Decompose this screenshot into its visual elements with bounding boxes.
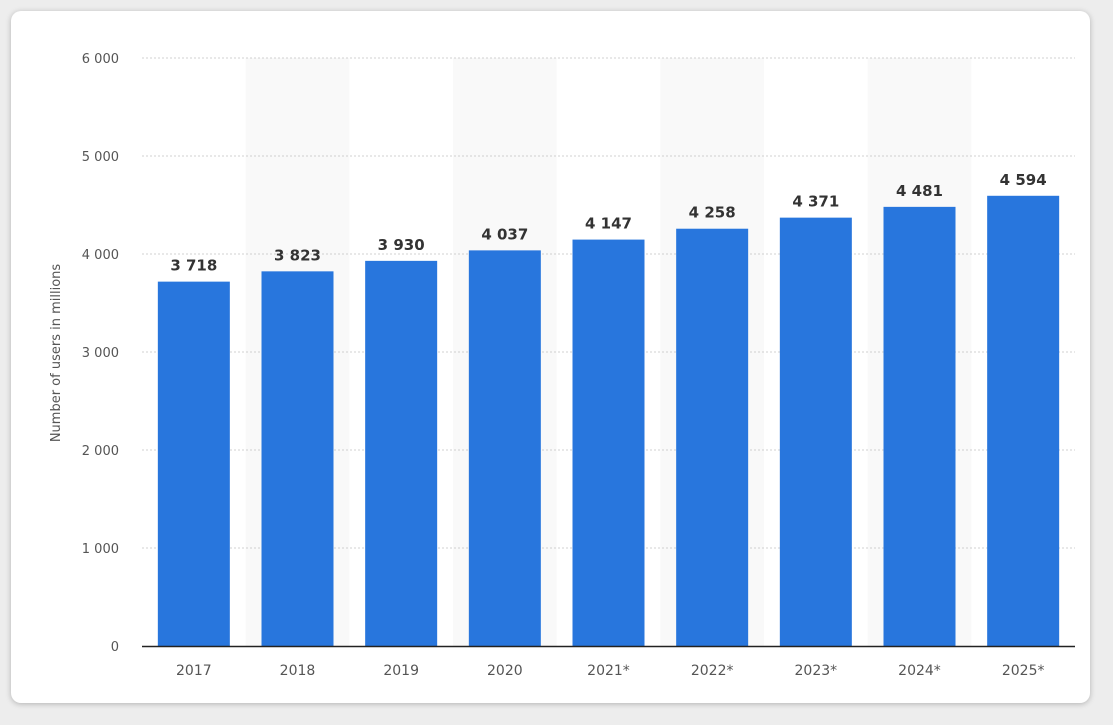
y-tick-label: 2 000 (82, 444, 119, 459)
bar (468, 250, 541, 646)
value-labels: 3 718 3 823 3 930 4 037 4 147 4 258 4 371 4 481… (170, 171, 1046, 275)
y-tick-label: 0 (111, 640, 119, 655)
x-tick-label: 2025* (1002, 663, 1045, 679)
value-label: 4 371 (792, 193, 839, 211)
y-tick-label: 5 000 (82, 150, 119, 165)
y-tick-label: 1 000 (82, 542, 119, 557)
value-label: 3 930 (378, 236, 425, 254)
bar (572, 239, 645, 646)
value-label: 4 147 (585, 215, 632, 233)
x-tick-label: 2024* (898, 663, 941, 679)
x-tick-label: 2017 (176, 663, 212, 679)
x-tick-label: 2019 (383, 663, 419, 679)
x-tick-label: 2020 (487, 663, 523, 679)
bar (883, 206, 956, 646)
y-tick-label: 3 000 (82, 346, 119, 361)
y-tick-label: 4 000 (82, 248, 119, 263)
value-label: 3 718 (170, 257, 217, 275)
value-label: 4 258 (689, 204, 736, 222)
bar (987, 195, 1060, 646)
bar (779, 217, 852, 646)
x-axis-ticks: 2017 2018 2019 2020 2021* 2022* 2023* 2024* 2025… (176, 663, 1044, 679)
y-axis-ticks: 0 1 000 2 000 3 000 4 000 5 000 6 000 (82, 52, 119, 655)
bar (157, 281, 230, 646)
value-label: 4 037 (481, 225, 528, 243)
value-label: 4 481 (896, 182, 943, 200)
x-tick-label: 2023* (795, 663, 838, 679)
x-tick-label: 2022* (691, 663, 734, 679)
y-tick-label: 6 000 (82, 52, 119, 67)
bar (676, 228, 749, 646)
x-tick-label: 2021* (587, 663, 630, 679)
bar (365, 260, 438, 646)
value-label: 3 823 (274, 246, 321, 264)
bar (261, 271, 334, 646)
value-label: 4 594 (1000, 171, 1047, 189)
y-axis-title: Number of users in millions (49, 264, 64, 443)
x-tick-label: 2018 (280, 663, 316, 679)
bars (157, 195, 1060, 646)
